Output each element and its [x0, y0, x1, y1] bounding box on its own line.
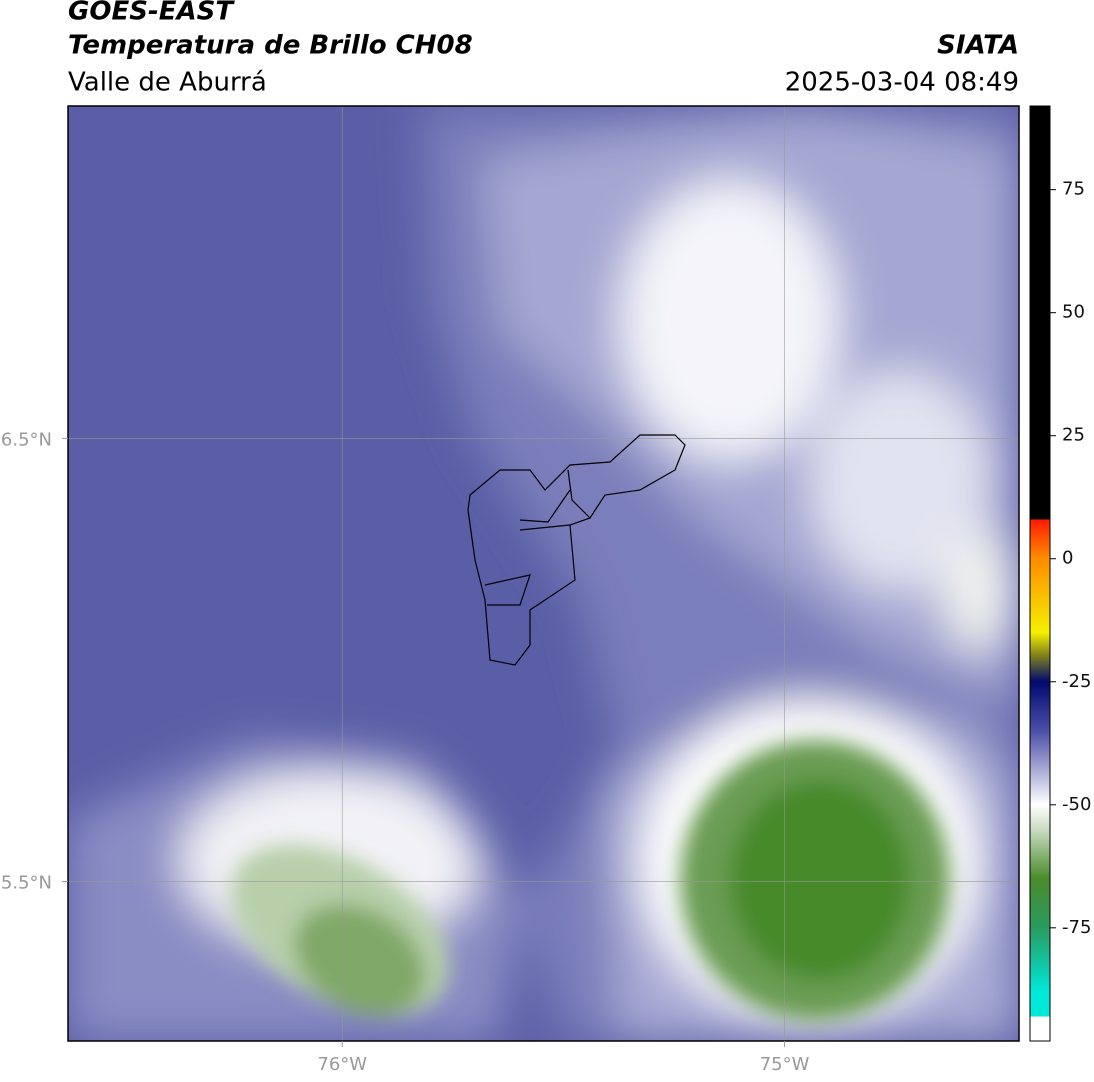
- valley-outline: [467, 434, 686, 666]
- colorbar-tick-label: -75: [1062, 917, 1091, 938]
- title: GOES-EAST: [68, 0, 235, 27]
- colorbar-tick-label: -25: [1062, 671, 1091, 692]
- y-tick-label: 5.5°N: [1, 872, 52, 893]
- region: Valle de Aburrá: [68, 68, 267, 98]
- colorbar-tick-label: 0: [1062, 548, 1073, 569]
- y-tick-label: 6.5°N: [1, 429, 52, 450]
- colorbar-tick-label: -50: [1062, 794, 1091, 815]
- grid: [68, 106, 1019, 1041]
- source: SIATA: [937, 31, 1019, 61]
- x-tick-label: 75°W: [760, 1054, 810, 1075]
- satellite-image: [68, 106, 1019, 1041]
- x-tick-label: 76°W: [317, 1054, 367, 1075]
- colorbar-tick-label: 75: [1062, 179, 1085, 200]
- subtitle: Temperatura de Brillo CH08: [68, 31, 473, 61]
- map-frame: [67, 105, 1020, 1042]
- colorbar-tick-label: 50: [1062, 302, 1085, 323]
- timestamp: 2025-03-04 08:49: [785, 68, 1019, 98]
- colorbar: [1029, 105, 1051, 1042]
- colorbar-tick-label: 25: [1062, 425, 1085, 446]
